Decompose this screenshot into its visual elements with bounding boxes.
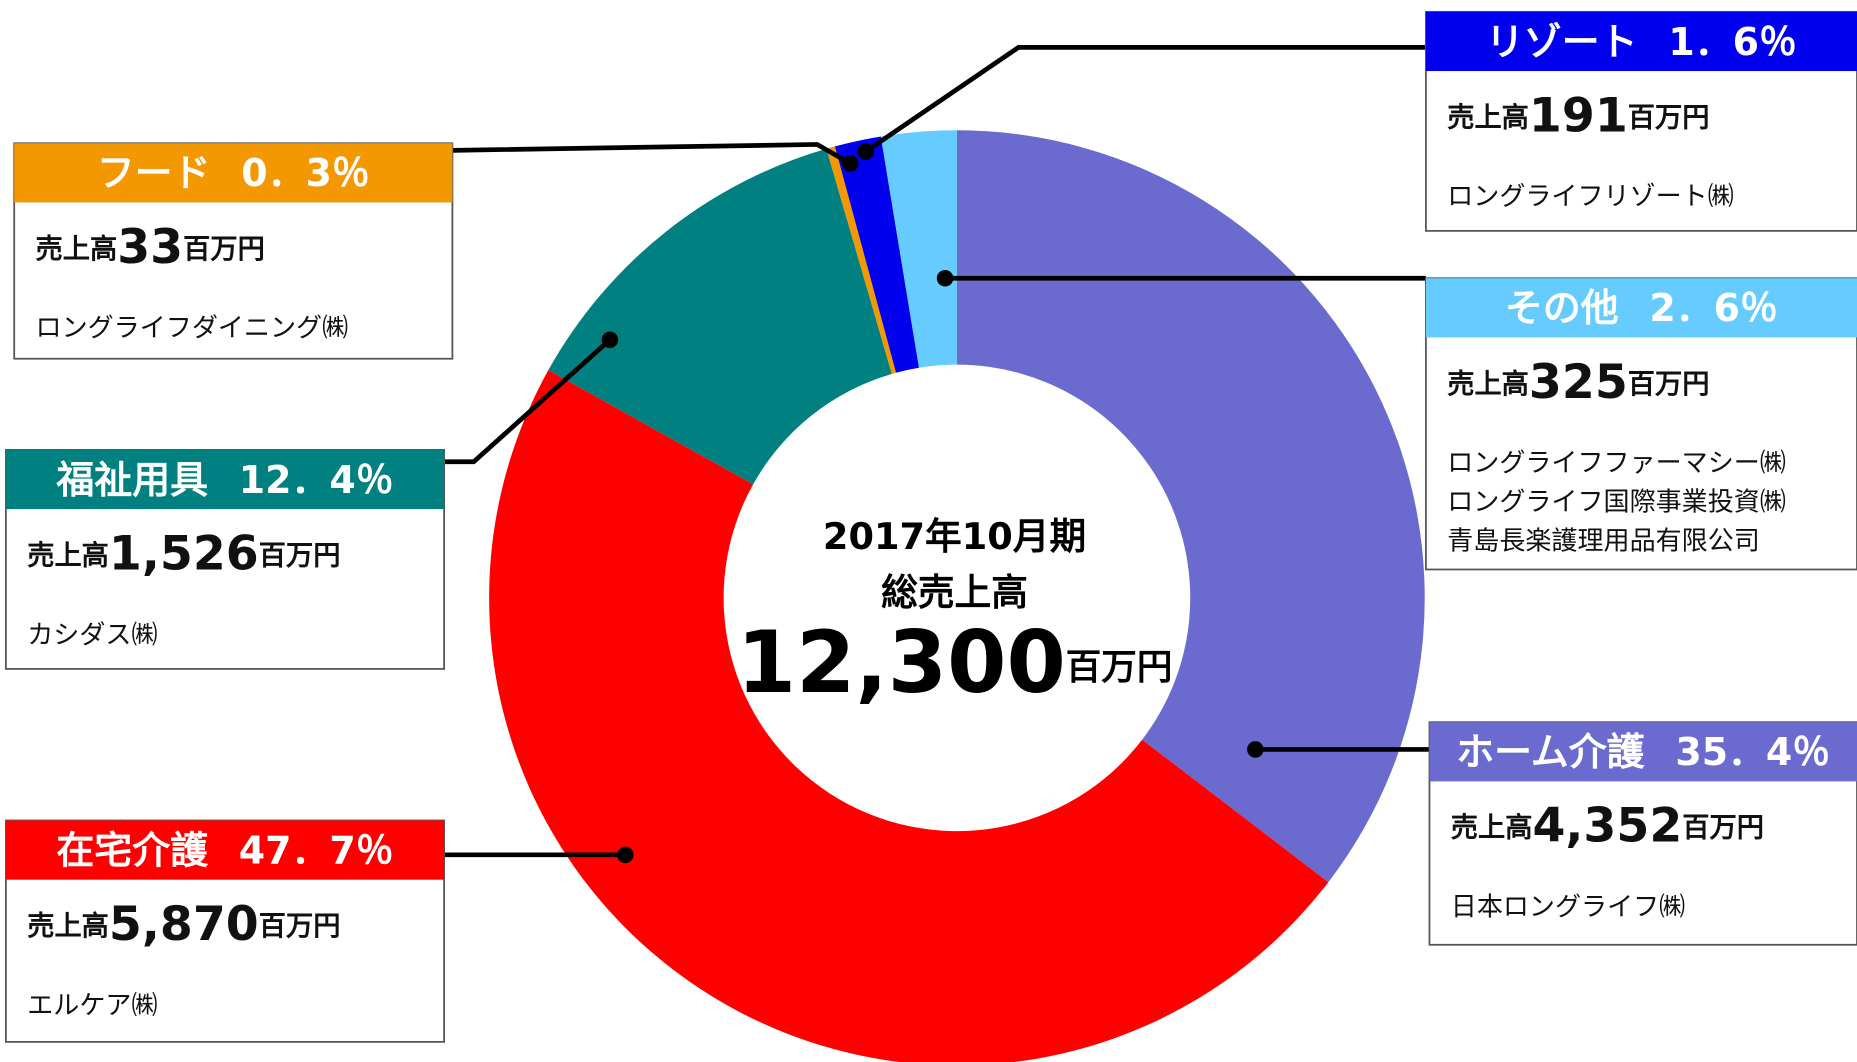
label-header bbox=[1425, 11, 1857, 72]
leader-dot bbox=[936, 269, 954, 287]
center-total: 12,300百万円 bbox=[737, 614, 1173, 713]
label-header-text: 福祉用具 12．4％ bbox=[55, 457, 393, 501]
company-name: ロングライフリゾート㈱ bbox=[1447, 182, 1734, 212]
donut-segment bbox=[834, 136, 919, 373]
sales-unit: 百万円 bbox=[183, 233, 265, 264]
sales-unit: 百万円 bbox=[259, 911, 341, 942]
leader-line bbox=[864, 44, 1426, 154]
percent-label: 1．6％ bbox=[1668, 19, 1796, 63]
donut bbox=[489, 130, 1425, 1062]
company-name: カシダス㈱ bbox=[27, 620, 157, 650]
percent-label: 2．6％ bbox=[1649, 286, 1777, 330]
percent-label: 0．3％ bbox=[241, 151, 369, 195]
company-name: 日本ロングライフ㈱ bbox=[1451, 893, 1685, 923]
donut-segment bbox=[489, 370, 1329, 1062]
leader-dot bbox=[857, 143, 875, 160]
leader-dot bbox=[617, 846, 634, 864]
company-name: ロングライフファーマシー㈱ bbox=[1447, 449, 1786, 479]
center-title: 2017年10月期 bbox=[823, 515, 1086, 558]
sales-text: 売上高5,870百万円 bbox=[27, 897, 340, 952]
sales-value: 33 bbox=[117, 220, 183, 275]
leader-line bbox=[452, 142, 852, 166]
company-name: エルケア㈱ bbox=[27, 991, 157, 1021]
sales-unit: 百万円 bbox=[1682, 812, 1764, 843]
sales-unit: 百万円 bbox=[1628, 102, 1710, 133]
donut-segment bbox=[548, 148, 892, 485]
percent-label: 35．4％ bbox=[1675, 730, 1830, 774]
leader-dot bbox=[1247, 741, 1264, 758]
sales-prefix: 売上高 bbox=[27, 910, 109, 942]
label-header bbox=[5, 449, 445, 510]
label-header-text: リゾート 1．6％ bbox=[1486, 19, 1797, 63]
leader-dot bbox=[842, 155, 859, 172]
company-name: 青島長楽護理用品有限公司 bbox=[1447, 527, 1760, 557]
company-name: ロングライフ国際事業投資㈱ bbox=[1447, 488, 1786, 518]
sales-text: 売上高4,352百万円 bbox=[1451, 799, 1764, 854]
category-name: その他 bbox=[1505, 286, 1619, 330]
sales-prefix: 売上高 bbox=[1447, 101, 1529, 133]
sales-prefix: 売上高 bbox=[36, 232, 118, 264]
label-header-text: フード 0．3％ bbox=[97, 151, 370, 195]
category-name: リゾート bbox=[1486, 19, 1638, 63]
donut-segment bbox=[880, 130, 957, 368]
sales-prefix: 売上高 bbox=[1447, 367, 1529, 399]
category-name: フード bbox=[97, 151, 211, 195]
sales-value: 191 bbox=[1529, 88, 1628, 143]
percent-label: 47．7％ bbox=[239, 828, 394, 872]
sales-text: 売上高33百万円 bbox=[36, 220, 265, 275]
sales-prefix: 売上高 bbox=[27, 539, 109, 571]
sales-value: 4,352 bbox=[1532, 799, 1682, 854]
sales-value: 325 bbox=[1529, 355, 1628, 410]
category-name: 福祉用具 bbox=[55, 457, 208, 501]
sales-text: 売上高325百万円 bbox=[1447, 355, 1709, 410]
sales-prefix: 売上高 bbox=[1451, 811, 1533, 843]
donut-segment bbox=[956, 130, 1425, 883]
sales-unit: 百万円 bbox=[259, 540, 341, 571]
sales-text: 売上高191百万円 bbox=[1447, 88, 1709, 143]
label-header bbox=[14, 143, 453, 203]
leader-line bbox=[444, 338, 612, 465]
label-header bbox=[5, 820, 445, 880]
label-header bbox=[1429, 722, 1857, 782]
label-header-text: その他 2．6％ bbox=[1505, 286, 1778, 330]
percent-label: 12．4％ bbox=[239, 457, 394, 501]
donut-segment bbox=[826, 146, 897, 374]
total-value: 12,300 bbox=[737, 614, 1066, 713]
sales-value: 1,526 bbox=[109, 526, 259, 581]
label-header-text: ホーム介護 35．4％ bbox=[1456, 730, 1830, 774]
total-unit: 百万円 bbox=[1066, 647, 1173, 688]
company-name: ロングライフダイニング㈱ bbox=[36, 314, 349, 344]
label-header bbox=[1425, 278, 1857, 338]
sales-text: 売上高1,526百万円 bbox=[27, 526, 340, 581]
category-name: 在宅介護 bbox=[56, 828, 209, 872]
sales-value: 5,870 bbox=[109, 897, 259, 952]
center-subtitle: 総売上高 bbox=[881, 571, 1028, 614]
sales-unit: 百万円 bbox=[1628, 368, 1710, 399]
label-header-text: 在宅介護 47．7％ bbox=[56, 828, 393, 872]
category-name: ホーム介護 bbox=[1456, 730, 1645, 774]
leader-dot bbox=[601, 331, 619, 349]
